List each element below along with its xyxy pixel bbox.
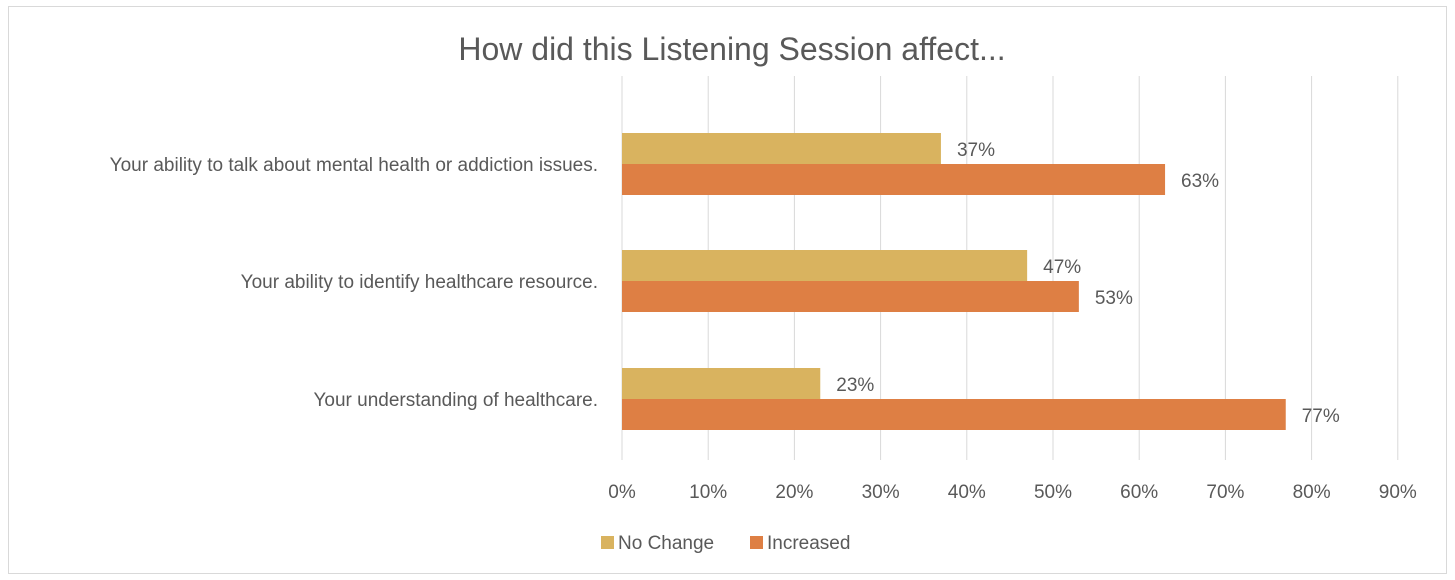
category-labels: Your ability to talk about mental health… xyxy=(110,155,598,411)
x-tick-label: 10% xyxy=(689,482,727,503)
data-label: 23% xyxy=(836,375,874,396)
bar xyxy=(622,133,941,164)
category-label: Your ability to identify healthcare reso… xyxy=(241,272,598,293)
x-tick-label: 20% xyxy=(775,482,813,503)
data-label: 37% xyxy=(957,140,995,161)
legend-swatch xyxy=(601,536,614,549)
bar xyxy=(622,250,1028,281)
x-tick-label: 90% xyxy=(1379,482,1417,503)
bar xyxy=(622,399,1286,430)
legend-label: No Change xyxy=(618,533,714,554)
x-tick-label: 0% xyxy=(608,482,636,503)
data-label: 77% xyxy=(1302,406,1340,427)
x-tick-label: 40% xyxy=(948,482,986,503)
data-label: 47% xyxy=(1043,257,1081,278)
bar xyxy=(622,368,821,399)
category-label: Your ability to talk about mental health… xyxy=(110,155,598,176)
x-tick-label: 80% xyxy=(1293,482,1331,503)
bar xyxy=(622,164,1166,195)
data-label: 63% xyxy=(1181,171,1219,192)
bars: 37% 63% 47% 53% 23% 77% xyxy=(622,133,1340,430)
x-tick-label: 60% xyxy=(1120,482,1158,503)
x-tick-label: 30% xyxy=(862,482,900,503)
legend-swatch xyxy=(750,536,763,549)
x-tick-label: 50% xyxy=(1034,482,1072,503)
category-label: Your understanding of healthcare. xyxy=(313,390,598,411)
data-label: 53% xyxy=(1095,288,1133,309)
chart-title: How did this Listening Session affect... xyxy=(458,31,1005,67)
legend: No Change Increased xyxy=(601,533,850,554)
x-tick-label: 70% xyxy=(1206,482,1244,503)
legend-label: Increased xyxy=(767,533,850,554)
bar xyxy=(622,281,1079,312)
x-tick-labels: 0% 10% 20% 30% 40% 50% 60% 70% 80% 90% xyxy=(608,482,1417,503)
